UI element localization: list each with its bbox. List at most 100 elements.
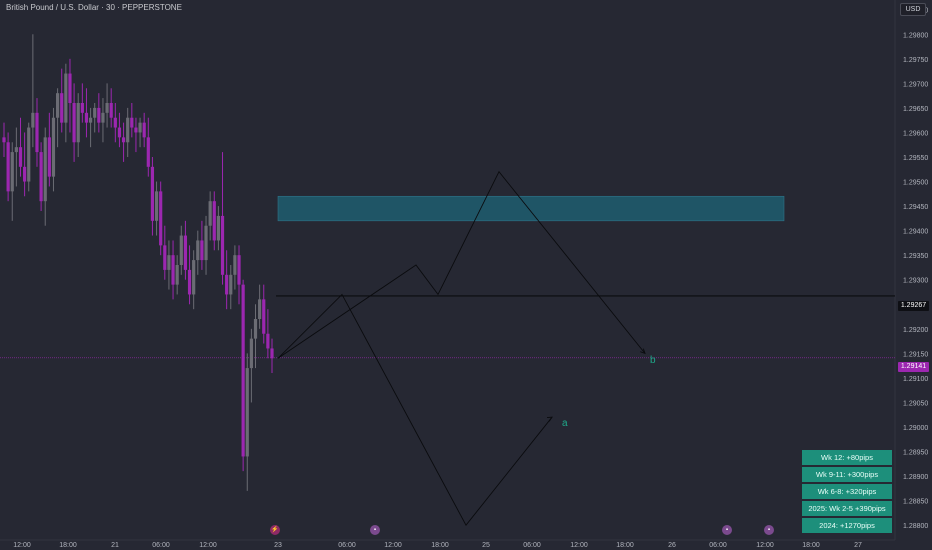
candle-body <box>93 107 97 118</box>
price-axis-label: 1.28900 <box>903 474 928 481</box>
resistance-zone <box>277 195 785 222</box>
wave-label-a: a <box>562 418 568 429</box>
time-axis-label: 18:00 <box>431 542 449 549</box>
price-axis-label: 1.29700 <box>903 81 928 88</box>
candle-body <box>225 274 229 295</box>
price-axis-label: 1.29400 <box>903 229 928 236</box>
stat-2024: 2024: +1270pips <box>802 518 892 533</box>
candle-body <box>113 117 117 128</box>
candle-body <box>43 137 47 202</box>
candle-body <box>229 274 233 295</box>
candle-body <box>142 122 146 138</box>
dividend-event-icon[interactable]: ⚡ <box>270 525 280 535</box>
candle-body <box>270 348 274 359</box>
time-axis-label: 18:00 <box>616 542 634 549</box>
candle-body <box>138 122 142 133</box>
candle-body <box>237 255 241 285</box>
stat-week-9-11: Wk 9-11: +300pips <box>802 467 892 482</box>
level-price-tag: 1.29267 <box>898 301 929 311</box>
price-axis-label: 1.29500 <box>903 180 928 187</box>
candle-body <box>245 368 249 457</box>
candle-body <box>97 107 101 123</box>
economic-event-icon[interactable]: ▪ <box>764 525 774 535</box>
candle-body <box>72 103 76 143</box>
time-axis-label: 12:00 <box>13 542 31 549</box>
price-axis-label: 1.29050 <box>903 400 928 407</box>
time-axis-label: 25 <box>482 542 490 549</box>
candle-body <box>84 112 89 123</box>
price-axis-label: 1.28850 <box>903 499 928 506</box>
candle-body <box>154 191 159 221</box>
candle-body <box>23 166 27 182</box>
price-axis-label: 1.28950 <box>903 450 928 457</box>
candle-body <box>2 137 6 143</box>
arrowhead-b <box>640 348 646 355</box>
candle-body <box>101 112 105 123</box>
candle-body <box>249 338 253 369</box>
candle-body <box>27 127 31 182</box>
candle-body <box>150 166 155 221</box>
candle-body <box>204 225 208 261</box>
candle-body <box>10 152 14 192</box>
candle-body <box>121 137 126 143</box>
candle-body <box>216 215 220 241</box>
candle-body <box>18 147 23 167</box>
price-axis-label: 1.29100 <box>903 376 928 383</box>
candle-body <box>31 112 35 128</box>
candle-body <box>159 191 163 246</box>
time-axis-label: 23 <box>274 542 282 549</box>
candle-body <box>134 127 138 133</box>
candle-body <box>130 117 134 128</box>
time-axis-label: 06:00 <box>523 542 541 549</box>
price-axis-label: 1.29300 <box>903 278 928 285</box>
stat-2025: 2025: Wk 2-5 +390pips <box>802 501 892 516</box>
candle-body <box>14 147 18 153</box>
arrowhead-a <box>546 416 553 422</box>
candle-body <box>196 240 200 261</box>
candle-body <box>80 103 84 113</box>
price-axis-label: 1.29600 <box>903 130 928 137</box>
price-axis-label: 1.29800 <box>903 32 928 39</box>
symbol-title: British Pound / U.S. Dollar · 30 · PEPPE… <box>6 3 182 12</box>
currency-button[interactable]: USD <box>900 3 926 16</box>
candle-body <box>105 103 109 113</box>
candle-body <box>208 201 212 226</box>
candle-body <box>163 245 167 270</box>
candle-body <box>258 299 262 319</box>
candle-body <box>192 260 196 295</box>
time-axis-label: 12:00 <box>199 542 217 549</box>
candle-body <box>60 93 64 123</box>
price-axis-label: 1.29550 <box>903 155 928 162</box>
candle-body <box>233 255 237 275</box>
economic-event-icon[interactable]: ▪ <box>722 525 732 535</box>
economic-event-icon[interactable]: ▪ <box>370 525 380 535</box>
time-axis-label: 27 <box>854 542 862 549</box>
candle-body <box>64 73 68 123</box>
wave-projection-a <box>277 293 553 526</box>
candle-body <box>171 255 175 285</box>
time-axis-label: 06:00 <box>152 542 170 549</box>
time-axis-label: 18:00 <box>802 542 820 549</box>
wave-projection-b <box>277 170 646 359</box>
price-axis-label: 1.29000 <box>903 425 928 432</box>
candle-body <box>241 284 245 457</box>
time-axis-label: 18:00 <box>59 542 77 549</box>
candle-body <box>76 103 80 143</box>
price-axis-label: 1.29150 <box>903 351 928 358</box>
performance-stats: Wk 12: +80pips Wk 9-11: +300pips Wk 6-8:… <box>802 450 892 535</box>
candle-body <box>175 265 179 285</box>
time-axis-label: 06:00 <box>709 542 727 549</box>
price-axis-label: 1.29750 <box>903 57 928 64</box>
price-axis-label: 1.29200 <box>903 327 928 334</box>
candle-body <box>56 93 60 118</box>
candle-body <box>253 319 258 339</box>
candle-body <box>109 103 113 118</box>
candle-body <box>183 235 188 270</box>
candle-body <box>146 137 150 167</box>
candle-body <box>6 142 10 192</box>
price-axis-label: 1.28800 <box>903 523 928 530</box>
time-axis-label: 12:00 <box>570 542 588 549</box>
candle-body <box>51 117 56 177</box>
time-axis-label: 26 <box>668 542 676 549</box>
